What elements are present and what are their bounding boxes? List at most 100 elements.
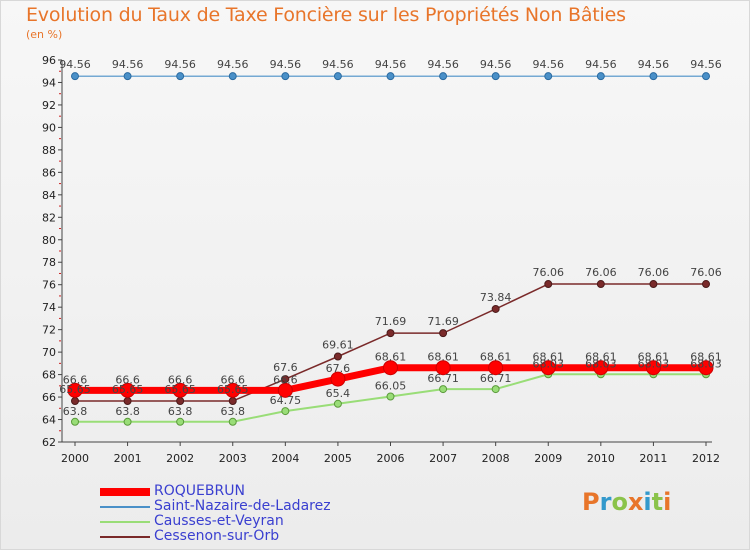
y-tick-label: 86 xyxy=(42,166,56,179)
data-point xyxy=(491,72,500,81)
data-label: 66.6 xyxy=(273,373,298,386)
y-tick-label: 66 xyxy=(42,391,56,404)
x-tick-label: 2002 xyxy=(166,452,194,465)
data-point xyxy=(123,396,132,405)
data-label: 94.56 xyxy=(690,58,722,71)
chart-title: Evolution du Taux de Taxe Foncière sur l… xyxy=(26,4,626,26)
data-label: 66.6 xyxy=(168,373,193,386)
legend-swatch xyxy=(100,521,150,523)
x-tick-label: 2010 xyxy=(587,452,615,465)
data-label: 65.65 xyxy=(59,383,91,396)
data-label: 68.61 xyxy=(638,351,670,364)
legend-label: Cessenon-sur-Orb xyxy=(154,528,280,544)
data-point xyxy=(281,72,290,81)
legend-label: Saint-Nazaire-de-Ladarez xyxy=(154,498,331,514)
x-tick-label: 2004 xyxy=(271,452,299,465)
data-label: 94.56 xyxy=(638,58,670,71)
y-tick-label: 70 xyxy=(42,346,56,359)
data-label: 94.56 xyxy=(533,58,565,71)
data-label: 65.4 xyxy=(326,387,351,400)
x-tick-label: 2007 xyxy=(429,452,457,465)
data-point xyxy=(228,417,237,426)
data-label: 73.84 xyxy=(480,291,512,304)
data-label: 76.06 xyxy=(638,266,670,279)
data-label: 63.8 xyxy=(63,405,88,418)
legend-swatch xyxy=(100,488,150,496)
data-label: 71.69 xyxy=(375,315,407,328)
data-label: 68.03 xyxy=(638,357,670,370)
x-tick-label: 2003 xyxy=(219,452,247,465)
data-label: 67.6 xyxy=(326,362,351,375)
data-point xyxy=(120,382,136,398)
data-point xyxy=(281,375,290,384)
data-label: 68.61 xyxy=(480,351,512,364)
data-label: 68.61 xyxy=(690,351,722,364)
data-label: 94.56 xyxy=(217,58,249,71)
data-point xyxy=(439,385,448,394)
legend-label: ROQUEBRUN xyxy=(154,483,245,499)
data-label: 76.06 xyxy=(585,266,617,279)
x-tick-label: 2011 xyxy=(639,452,667,465)
data-label: 94.56 xyxy=(112,58,144,71)
data-point xyxy=(71,417,79,426)
data-point xyxy=(333,352,342,361)
data-point xyxy=(435,360,451,376)
data-point xyxy=(439,72,448,81)
proxiti-logo: Proxiti xyxy=(582,488,672,516)
data-label: 69.61 xyxy=(322,338,354,351)
data-label: 63.8 xyxy=(115,405,140,418)
data-label: 68.03 xyxy=(533,357,565,370)
data-point xyxy=(596,280,605,289)
data-point xyxy=(176,396,185,405)
data-label: 68.03 xyxy=(690,357,722,370)
data-point xyxy=(277,382,293,398)
y-tick-label: 76 xyxy=(42,279,56,292)
data-point xyxy=(123,417,132,426)
y-tick-label: 64 xyxy=(42,414,56,427)
data-point xyxy=(281,407,290,416)
data-label: 94.56 xyxy=(164,58,196,71)
data-label: 68.61 xyxy=(375,351,407,364)
data-point xyxy=(333,72,342,81)
x-tick-label: 2008 xyxy=(482,452,510,465)
data-label: 65.65 xyxy=(217,383,249,396)
x-tick-label: 2006 xyxy=(377,452,405,465)
data-point xyxy=(649,72,658,81)
data-point xyxy=(540,360,556,376)
y-tick-label: 72 xyxy=(42,324,56,337)
data-label: 71.69 xyxy=(427,315,459,328)
data-label: 68.03 xyxy=(585,357,617,370)
data-label: 94.56 xyxy=(270,58,302,71)
data-label: 66.6 xyxy=(63,373,88,386)
data-point xyxy=(386,72,395,81)
data-label: 66.6 xyxy=(221,373,246,386)
y-tick-label: 94 xyxy=(42,76,56,89)
data-label: 94.56 xyxy=(585,58,617,71)
data-label: 63.8 xyxy=(168,405,193,418)
data-label: 94.56 xyxy=(59,58,91,71)
y-tick-label: 78 xyxy=(42,256,56,269)
data-label: 66.71 xyxy=(480,372,512,385)
x-tick-label: 2000 xyxy=(61,452,89,465)
data-point xyxy=(544,280,553,289)
data-point xyxy=(67,382,83,398)
data-point xyxy=(71,396,79,405)
data-label: 94.56 xyxy=(322,58,354,71)
x-tick-label: 2009 xyxy=(534,452,562,465)
data-point xyxy=(225,382,241,398)
data-point xyxy=(228,396,237,405)
data-point xyxy=(593,360,609,376)
data-label: 65.65 xyxy=(164,383,196,396)
data-point xyxy=(544,72,553,81)
data-label: 66.6 xyxy=(115,373,140,386)
data-label: 67.6 xyxy=(273,361,298,374)
data-label: 63.8 xyxy=(221,405,246,418)
data-point xyxy=(172,382,188,398)
data-label: 65.65 xyxy=(112,383,144,396)
data-label: 94.56 xyxy=(427,58,459,71)
data-point xyxy=(596,72,605,81)
y-tick-label: 90 xyxy=(42,121,56,134)
y-tick-label: 82 xyxy=(42,211,56,224)
data-label: 64.75 xyxy=(270,394,302,407)
data-point xyxy=(488,360,504,376)
